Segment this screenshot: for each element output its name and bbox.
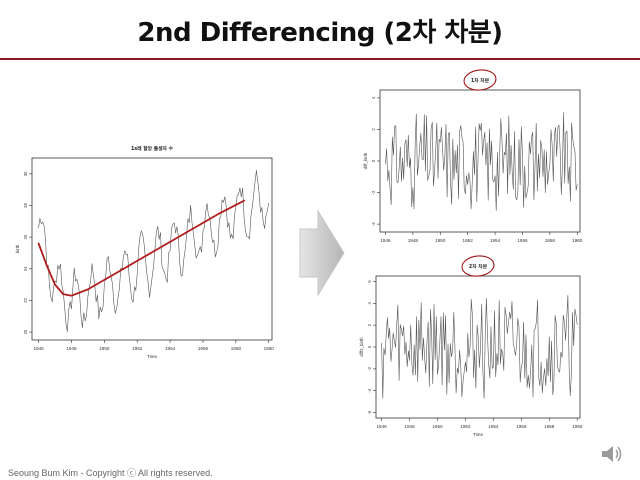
x-tick-label-1946: 1946 xyxy=(33,346,44,351)
y-tick-label-20: 20 xyxy=(23,329,28,334)
x-tick-label-1948: 1948 xyxy=(404,424,415,429)
chart-original: 1946 1948 1950 1952 1954 1956 1958 1960 20 22 24 26… xyxy=(8,140,284,366)
y-tick-label-4: 4 xyxy=(367,301,372,304)
x-tick-label-1948: 1948 xyxy=(408,238,419,243)
x-tick-label-1950: 1950 xyxy=(435,238,446,243)
y-tick-label-4: 4 xyxy=(371,96,376,99)
x-tick-label-1960: 1960 xyxy=(572,238,583,243)
x-tick-label-1952: 1952 xyxy=(460,424,471,429)
right-arrow-icon xyxy=(296,207,346,303)
x-tick-label-1954: 1954 xyxy=(488,424,499,429)
series-line-0 xyxy=(38,170,269,333)
x-tick-label-1960: 1960 xyxy=(572,424,583,429)
y-axis-label: diff_birth xyxy=(363,152,368,169)
series-line-0 xyxy=(381,295,578,399)
x-tick-label-1958: 1958 xyxy=(545,238,556,243)
footer-copyright: Seoung Bum Kim - Copyright ⓒ All rights … xyxy=(8,468,213,478)
y-tick-label-2: 2 xyxy=(371,128,376,131)
y-tick-label--4: -4 xyxy=(367,388,372,392)
x-tick-label-1946: 1946 xyxy=(380,238,391,243)
title-divider xyxy=(0,58,640,60)
chart-first-difference: 1946 1948 1950 1952 1954 1956 1958 1960 -4 -2 0 2 4 1… xyxy=(358,64,590,252)
slide-title: 2nd Differencing (2차 차분) xyxy=(137,18,503,48)
title-annotation-circle xyxy=(461,255,495,277)
y-tick-label-24: 24 xyxy=(23,266,28,271)
x-tick-label-1958: 1958 xyxy=(231,346,242,351)
x-tick-label-1954: 1954 xyxy=(490,238,501,243)
y-tick-label-28: 28 xyxy=(23,202,28,207)
chart-title: 2차 차분 xyxy=(469,263,488,270)
chart-first-difference-svg: 1946 1948 1950 1952 1954 1956 1958 1960 -4 -2 0 2 4 1… xyxy=(363,69,583,243)
x-tick-label-1952: 1952 xyxy=(132,346,143,351)
x-axis-label: Time xyxy=(473,432,483,437)
x-axis-label: Time xyxy=(147,354,157,359)
chart-second-difference-svg: 1946 1948 1950 1952 1954 1956 1958 1960 -6 -4 -2 0 2… xyxy=(359,255,583,437)
chart-original-svg: 1946 1948 1950 1952 1954 1956 1958 1960 20 22 24 26… xyxy=(15,145,275,359)
y-tick-label-30: 30 xyxy=(23,171,28,176)
plot-frame xyxy=(31,157,273,341)
y-tick-label-26: 26 xyxy=(23,234,28,239)
chart-second-difference: 1946 1948 1950 1952 1954 1956 1958 1960 -6 -4 -2 0 2… xyxy=(352,252,592,442)
chart-title: 1차 차분 xyxy=(471,77,490,84)
x-tick-label-1946: 1946 xyxy=(376,424,387,429)
chart-title: 1s레 할망 출생자 수 xyxy=(131,145,174,152)
x-tick-label-1950: 1950 xyxy=(432,424,443,429)
x-tick-label-1950: 1950 xyxy=(99,346,110,351)
y-tick-label--2: -2 xyxy=(367,366,372,370)
y-tick-label--6: -6 xyxy=(367,410,372,414)
series-line-0 xyxy=(385,112,578,211)
x-tick-label-1956: 1956 xyxy=(516,424,527,429)
series-trend-line xyxy=(37,199,245,297)
x-tick-label-1956: 1956 xyxy=(517,238,528,243)
y-axis-label: diff2_birth xyxy=(359,337,364,357)
y-tick-label--2: -2 xyxy=(371,190,376,194)
y-tick-label-0: 0 xyxy=(371,159,376,162)
x-tick-label-1960: 1960 xyxy=(264,346,275,351)
y-tick-label-2: 2 xyxy=(367,323,372,326)
x-tick-label-1956: 1956 xyxy=(198,346,209,351)
speaker-icon[interactable] xyxy=(600,443,624,469)
y-tick-label-22: 22 xyxy=(23,297,28,302)
y-tick-label--4: -4 xyxy=(371,222,376,226)
y-tick-label-0: 0 xyxy=(367,345,372,348)
x-tick-label-1958: 1958 xyxy=(544,424,555,429)
y-tick-label-6: 6 xyxy=(367,280,372,283)
x-tick-label-1954: 1954 xyxy=(165,346,176,351)
x-tick-label-1952: 1952 xyxy=(463,238,474,243)
y-axis-label: birth xyxy=(15,244,20,253)
x-tick-label-1948: 1948 xyxy=(66,346,77,351)
title-annotation-circle xyxy=(463,69,497,91)
